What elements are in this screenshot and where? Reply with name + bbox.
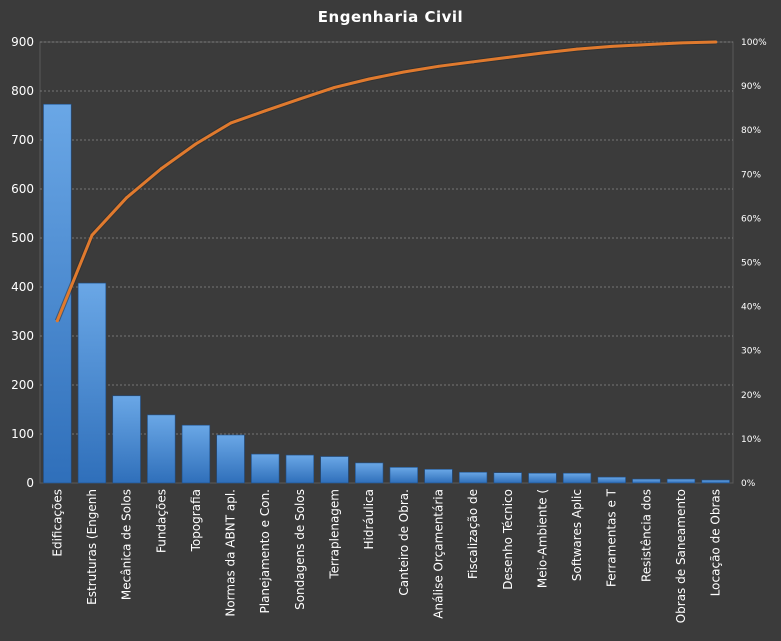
- y2-tick-label: 50%: [741, 259, 761, 269]
- bar: [493, 472, 522, 484]
- y2-tick-label: 60%: [741, 214, 761, 224]
- cumulative-point: [55, 319, 59, 323]
- bar: [147, 414, 176, 484]
- plot-area: [39, 41, 734, 484]
- x-tick-label: Desenho Técnico: [501, 489, 515, 590]
- x-tick-label: Ferramentas e T: [605, 488, 619, 587]
- y2-tick-label: 0%: [741, 479, 756, 489]
- y-tick-label: 300: [11, 329, 34, 343]
- y-tick-label: 900: [11, 35, 34, 49]
- bar: [216, 434, 245, 484]
- cumulative-point: [575, 47, 579, 51]
- y-tick-label: 100: [11, 427, 34, 441]
- cumulative-point: [714, 40, 718, 44]
- cumulative-point: [644, 43, 648, 47]
- x-tick-label: Análise Orçamentária: [431, 489, 445, 619]
- x-tick-label: Meio-Ambiente (: [535, 489, 549, 588]
- bar: [701, 479, 730, 484]
- x-tick-label: Locação de Obras: [709, 489, 723, 596]
- y-tick-label: 500: [11, 231, 34, 245]
- y2-tick-label: 90%: [741, 82, 761, 92]
- bar: [597, 476, 626, 484]
- bar: [355, 462, 384, 484]
- x-tick-label: Softwares Aplic: [570, 489, 584, 581]
- y2-tick-label: 30%: [741, 347, 761, 357]
- x-tick-label: Obras de Saneamento: [674, 489, 688, 623]
- x-tick-label: Canteiro de Obra.: [397, 489, 411, 596]
- y-tick-label: 800: [11, 84, 34, 98]
- y2-tick-label: 10%: [741, 435, 761, 445]
- x-tick-label: Hidráulica: [362, 489, 376, 550]
- cumulative-point: [402, 70, 406, 74]
- cumulative-line-shadow: [54, 39, 716, 322]
- x-tick-label: Fiscalização de: [466, 489, 480, 579]
- bar: [632, 478, 661, 484]
- x-tick-label: Estruturas (Engenh: [85, 489, 99, 605]
- x-tick-label: Resistência dos: [639, 489, 653, 582]
- cumulative-point: [194, 142, 198, 146]
- cumulative-point: [437, 64, 440, 68]
- y2-tick-label: 100%: [741, 38, 767, 48]
- y2-tick-label: 70%: [741, 170, 761, 180]
- x-tick-label: Mecânica de Solos: [120, 489, 134, 600]
- x-tick-label: Planejamento e Con.: [258, 489, 272, 613]
- cumulative-point: [506, 56, 510, 59]
- y-tick-label: 400: [11, 280, 34, 294]
- bar: [285, 454, 315, 484]
- bar: [251, 453, 280, 484]
- cumulative-point: [125, 196, 129, 200]
- x-tick-label: Normas da ABNT apl.: [224, 489, 238, 617]
- cumulative-line: [55, 40, 718, 323]
- bar: [181, 424, 211, 484]
- bar: [112, 395, 141, 484]
- bar: [458, 471, 488, 484]
- x-tick-label: Edificações: [50, 489, 64, 557]
- bar: [562, 472, 592, 484]
- cumulative-point: [471, 60, 475, 64]
- bar: [320, 456, 349, 484]
- cumulative-point: [298, 97, 302, 101]
- cumulative-point: [367, 77, 371, 81]
- bar: [666, 478, 696, 484]
- y2-tick-label: 20%: [741, 391, 761, 401]
- y-tick-label: 600: [11, 182, 34, 196]
- x-tick-label: Fundações: [154, 489, 168, 553]
- bar: [77, 282, 107, 484]
- cumulative-point: [263, 109, 267, 113]
- x-tick-label: Topografia: [189, 489, 203, 552]
- bar: [528, 472, 557, 484]
- y-tick-label: 700: [11, 133, 34, 147]
- x-tick-label: Sondagens de Solos: [293, 489, 307, 610]
- x-tick-label: Terraplenagem: [328, 489, 342, 580]
- y-tick-label: 200: [11, 378, 34, 392]
- cumulative-point: [610, 45, 614, 48]
- bar: [389, 467, 418, 484]
- chart-title: Engenharia Civil: [317, 8, 464, 26]
- cumulative-point: [159, 167, 163, 170]
- cumulative-point: [541, 51, 544, 55]
- cumulative-point: [333, 86, 336, 89]
- bar: [424, 468, 453, 484]
- cumulative-point: [229, 121, 232, 125]
- cumulative-point: [679, 41, 683, 45]
- y2-tick-label: 40%: [741, 303, 761, 313]
- cumulative-point: [90, 233, 94, 237]
- y2-tick-label: 80%: [741, 126, 761, 136]
- y-tick-label: 0: [26, 476, 34, 490]
